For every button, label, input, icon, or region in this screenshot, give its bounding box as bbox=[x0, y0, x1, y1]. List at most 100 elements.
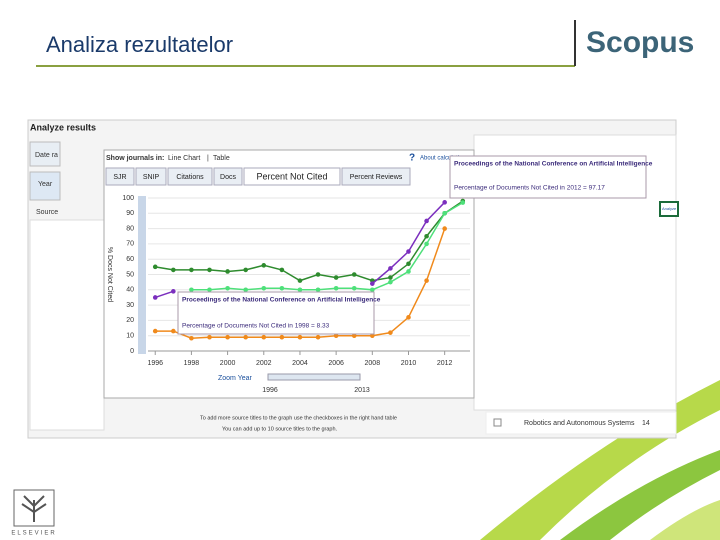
year-tab-label: Year bbox=[38, 181, 53, 188]
y-tick-label: 20 bbox=[126, 317, 134, 324]
point bbox=[315, 272, 321, 277]
point bbox=[460, 200, 466, 205]
y-tick-label: 100 bbox=[122, 195, 134, 202]
tooltip-text: Percentage of Documents Not Cited in 199… bbox=[182, 323, 330, 330]
point bbox=[406, 261, 411, 267]
tab-label: SNIP bbox=[143, 174, 160, 181]
analyze-label: Analyze bbox=[662, 206, 677, 211]
publisher-logo: ELSEVIER bbox=[11, 489, 56, 537]
heading: Analyze results bbox=[30, 122, 96, 132]
point bbox=[152, 328, 158, 334]
point bbox=[207, 287, 212, 293]
point bbox=[442, 211, 447, 216]
tab-label: Percent Not Cited bbox=[256, 171, 327, 181]
point bbox=[351, 333, 357, 339]
x-tick-label: 1998 bbox=[184, 360, 200, 367]
tab-label: Citations bbox=[176, 174, 204, 181]
point bbox=[279, 267, 285, 273]
table-option[interactable]: Table bbox=[213, 155, 230, 162]
point bbox=[225, 285, 230, 291]
point bbox=[171, 328, 176, 334]
point bbox=[225, 334, 230, 340]
table-row bbox=[485, 411, 677, 435]
source-label: Source bbox=[36, 209, 58, 216]
zoom-end: 2013 bbox=[354, 387, 370, 394]
point bbox=[370, 287, 375, 293]
x-tick-label: 2002 bbox=[256, 360, 272, 367]
point bbox=[351, 272, 357, 277]
x-tick-label: 2010 bbox=[401, 360, 417, 367]
row-count: 14 bbox=[642, 420, 650, 427]
point bbox=[333, 275, 339, 280]
tab[interactable] bbox=[213, 167, 243, 186]
x-tick-label: 1996 bbox=[147, 360, 163, 367]
tooltip bbox=[177, 291, 375, 335]
point bbox=[171, 289, 176, 294]
point bbox=[171, 267, 176, 273]
analyze-button[interactable] bbox=[659, 201, 679, 217]
line-chart-option[interactable]: Line Chart bbox=[168, 155, 200, 162]
point bbox=[424, 233, 429, 239]
point bbox=[388, 275, 393, 280]
point bbox=[388, 266, 393, 271]
point bbox=[225, 269, 230, 274]
tooltip-title: Proceedings of the National Conference o… bbox=[454, 161, 653, 168]
y-tick-label: 70 bbox=[126, 241, 134, 248]
tab[interactable] bbox=[243, 167, 341, 186]
point bbox=[406, 315, 411, 320]
footer-line: You can add up to 10 source titles to th… bbox=[222, 426, 338, 432]
tooltip-title: Proceedings of the National Conference o… bbox=[182, 297, 381, 304]
background-chart bbox=[29, 219, 105, 431]
zoom-slider[interactable] bbox=[267, 373, 361, 381]
help-icon[interactable]: ? bbox=[409, 153, 415, 164]
zoom-label: Zoom Year bbox=[218, 375, 253, 382]
tooltip-text: Percentage of Documents Not Cited in 201… bbox=[454, 185, 605, 192]
point bbox=[243, 267, 248, 273]
tab[interactable] bbox=[167, 167, 213, 186]
y-scrollbar bbox=[138, 196, 146, 354]
zoom-start: 1996 bbox=[262, 387, 278, 394]
y-tick-label: 10 bbox=[126, 333, 134, 340]
slide-title: Analiza rezultatelor bbox=[46, 32, 233, 57]
separator: | bbox=[207, 155, 209, 162]
year-tab bbox=[29, 171, 61, 201]
point bbox=[406, 249, 411, 254]
y-tick-label: 80 bbox=[126, 225, 134, 232]
point bbox=[315, 287, 321, 293]
y-tick-label: 60 bbox=[126, 256, 134, 263]
tab[interactable] bbox=[341, 167, 411, 186]
y-tick-label: 30 bbox=[126, 302, 134, 309]
point bbox=[442, 226, 447, 231]
point bbox=[207, 267, 212, 273]
series-line bbox=[155, 200, 464, 282]
tab-label: SJR bbox=[113, 174, 126, 181]
tab[interactable] bbox=[135, 167, 167, 186]
point bbox=[261, 263, 267, 268]
series-line bbox=[191, 201, 464, 291]
publisher: ELSEVIER bbox=[11, 531, 56, 537]
footer-line: To add more source titles to the graph u… bbox=[200, 415, 397, 421]
point bbox=[424, 278, 429, 283]
point bbox=[424, 218, 429, 224]
y-axis-label: % Docs Not Cited bbox=[106, 247, 113, 302]
x-tick-label: 2006 bbox=[328, 360, 344, 367]
about-link[interactable]: About calculation bbox=[420, 156, 466, 162]
point bbox=[315, 334, 321, 340]
point bbox=[388, 330, 393, 335]
point bbox=[189, 335, 194, 341]
point bbox=[297, 334, 303, 340]
point bbox=[333, 285, 339, 291]
row-checkbox[interactable] bbox=[493, 418, 502, 427]
y-tick-label: 50 bbox=[126, 271, 134, 278]
point bbox=[442, 200, 447, 205]
tab[interactable] bbox=[105, 167, 135, 186]
date-tab-label: Date ra bbox=[35, 152, 58, 159]
point bbox=[406, 269, 411, 274]
point bbox=[152, 264, 158, 270]
row-title[interactable]: Robotics and Autonomous Systems bbox=[524, 420, 635, 427]
point bbox=[279, 334, 285, 340]
point bbox=[152, 295, 158, 300]
tab-label: Docs bbox=[220, 174, 236, 181]
point bbox=[207, 334, 212, 340]
